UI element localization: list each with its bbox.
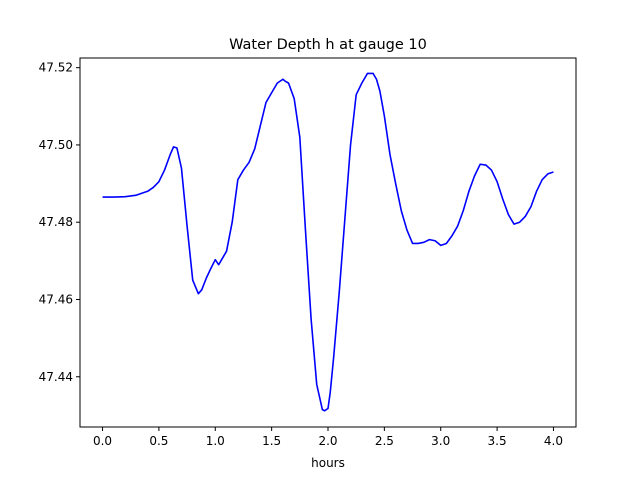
chart-title: Water Depth h at gauge 10 <box>229 37 427 53</box>
x-tick-label: 1.5 <box>262 434 281 448</box>
x-tick-label: 1.0 <box>206 434 225 448</box>
x-tick-label: 2.0 <box>318 434 337 448</box>
y-tick-label: 47.46 <box>39 292 73 306</box>
series-line-0 <box>102 72 554 412</box>
x-axis-label: hours <box>311 456 345 470</box>
x-tick-label: 3.5 <box>488 434 507 448</box>
x-tick-label: 4.0 <box>544 434 563 448</box>
y-tick-label: 47.52 <box>39 61 73 75</box>
y-tick-label: 47.50 <box>39 138 73 152</box>
y-tick-label: 47.48 <box>39 215 73 229</box>
plot-area: 0.0 0.5 1.0 1.5 2.0 2.5 3.0 3.5 4.0 47.44 47.46 47.… <box>39 57 577 448</box>
x-tick-label: 3.0 <box>431 434 450 448</box>
x-tick-label: 2.5 <box>375 434 394 448</box>
x-tick-label: 0.0 <box>93 434 112 448</box>
y-tick-label: 47.44 <box>39 370 73 384</box>
x-tick-label: 0.5 <box>149 434 168 448</box>
